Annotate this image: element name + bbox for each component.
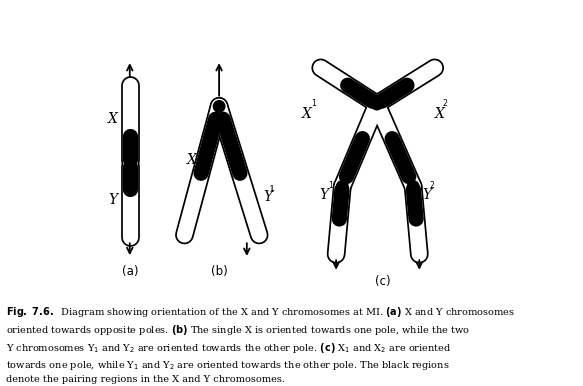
Text: X: X <box>435 107 445 121</box>
Text: (c): (c) <box>374 275 390 288</box>
Text: X: X <box>187 153 196 167</box>
Circle shape <box>214 101 224 112</box>
Text: X: X <box>301 107 311 121</box>
Text: $\mathbf{Fig.\ 7.6.}$  Diagram showing orientation of the X and Y chromosomes at: $\mathbf{Fig.\ 7.6.}$ Diagram showing or… <box>6 305 515 384</box>
Circle shape <box>337 181 347 192</box>
Text: $_2$: $_2$ <box>441 98 448 110</box>
Text: X: X <box>108 112 118 127</box>
Text: Y: Y <box>319 188 328 202</box>
Text: $_2$: $_2$ <box>429 179 436 192</box>
Circle shape <box>371 99 382 110</box>
Text: Y: Y <box>108 193 117 207</box>
Circle shape <box>408 181 419 192</box>
Text: (a): (a) <box>121 265 138 278</box>
Text: Y: Y <box>263 190 272 204</box>
Text: (b): (b) <box>210 265 227 278</box>
Text: 1: 1 <box>269 185 275 194</box>
Text: $_1$: $_1$ <box>311 98 318 110</box>
Text: Y: Y <box>422 188 431 202</box>
Text: $_1$: $_1$ <box>328 179 335 192</box>
